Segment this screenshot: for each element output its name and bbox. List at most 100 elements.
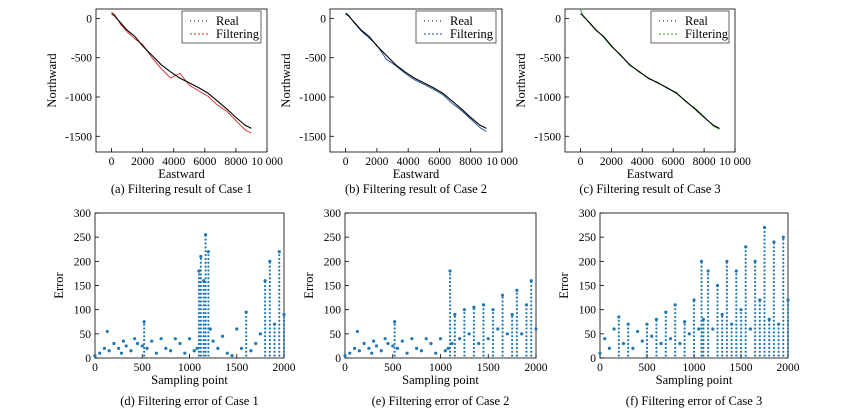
x-tick-label: 6000	[193, 156, 216, 168]
data-point	[202, 292, 205, 295]
data-point	[674, 342, 677, 346]
data-point	[199, 339, 202, 342]
data-point	[730, 342, 733, 346]
data-point	[700, 269, 703, 272]
data-point	[735, 339, 738, 342]
data-point	[772, 277, 776, 280]
data-point	[370, 351, 374, 355]
data-point	[202, 342, 205, 346]
data-point	[716, 300, 719, 303]
data-point	[143, 339, 146, 342]
data-point	[700, 288, 703, 291]
data-point	[683, 339, 686, 342]
data-point	[763, 242, 766, 245]
data-point	[645, 342, 649, 346]
data-point	[143, 354, 146, 357]
data-point	[515, 315, 519, 319]
data-point	[777, 350, 780, 353]
filtering-series-line	[111, 11, 252, 134]
data-point	[782, 257, 785, 261]
data-point	[491, 319, 495, 322]
data-point	[207, 331, 210, 334]
data-point	[786, 331, 790, 334]
data-point	[782, 331, 785, 334]
data-point	[204, 238, 207, 241]
data-point	[197, 335, 201, 338]
data-point	[264, 288, 267, 291]
data-point	[700, 300, 703, 303]
data-point	[725, 292, 729, 295]
data-point	[763, 339, 766, 342]
data-point	[730, 322, 734, 326]
data-point	[472, 339, 476, 342]
data-point	[725, 281, 729, 284]
data-point	[668, 337, 673, 341]
data-point	[754, 354, 757, 357]
data-point	[754, 311, 757, 315]
data-point	[735, 288, 738, 291]
data-point	[782, 246, 785, 249]
data-point	[655, 342, 658, 346]
data-point	[133, 337, 137, 341]
data-point	[393, 331, 396, 334]
data-point	[777, 331, 780, 334]
data-point	[758, 342, 761, 346]
data-point	[735, 304, 738, 307]
data-point	[268, 284, 271, 288]
y-tick-label: -1500	[534, 131, 561, 143]
data-point	[511, 354, 514, 357]
data-point	[268, 319, 271, 322]
data-point	[448, 354, 452, 357]
data-point	[202, 335, 205, 338]
data-point	[448, 296, 452, 299]
y-tick-label: 300	[579, 208, 597, 220]
data-point	[278, 342, 281, 346]
data-point	[725, 273, 729, 276]
data-point	[511, 319, 514, 322]
x-tick-label: 8000	[224, 156, 247, 168]
data-point	[245, 327, 248, 330]
data-point	[199, 327, 202, 330]
data-point	[204, 311, 207, 315]
data-point	[758, 323, 761, 326]
data-point	[199, 281, 202, 284]
data-point	[598, 351, 602, 355]
data-point	[282, 335, 286, 338]
data-point	[207, 261, 210, 264]
data-point	[343, 353, 347, 358]
data-point	[674, 327, 677, 330]
data-point	[199, 346, 202, 349]
data-point	[463, 331, 466, 334]
data-point	[683, 331, 686, 334]
x-tick-label: 1000	[178, 362, 201, 374]
data-point	[655, 354, 658, 357]
data-point	[739, 342, 743, 346]
data-point	[448, 292, 452, 295]
data-point	[197, 284, 201, 288]
data-point	[501, 350, 504, 353]
data-point	[758, 311, 761, 315]
data-point	[655, 331, 658, 334]
data-point	[716, 342, 719, 346]
data-point	[391, 344, 395, 348]
data-point	[530, 288, 533, 291]
data-point	[786, 354, 790, 357]
data-point	[197, 292, 201, 295]
data-point	[211, 339, 215, 343]
data-point	[739, 346, 743, 349]
data-point	[617, 350, 620, 353]
data-point	[692, 346, 696, 349]
data-point	[207, 346, 210, 349]
x-axis-label: Eastward	[393, 167, 440, 181]
data-point	[617, 315, 621, 319]
data-point	[393, 342, 396, 346]
data-point	[264, 354, 267, 357]
x-tick-label: 2000	[273, 362, 296, 374]
data-point	[453, 339, 456, 342]
data-point	[448, 273, 452, 276]
data-point	[744, 292, 747, 295]
data-point	[207, 323, 210, 326]
data-point	[235, 327, 239, 331]
data-point	[501, 354, 504, 357]
y-tick-label: 0	[335, 353, 341, 365]
